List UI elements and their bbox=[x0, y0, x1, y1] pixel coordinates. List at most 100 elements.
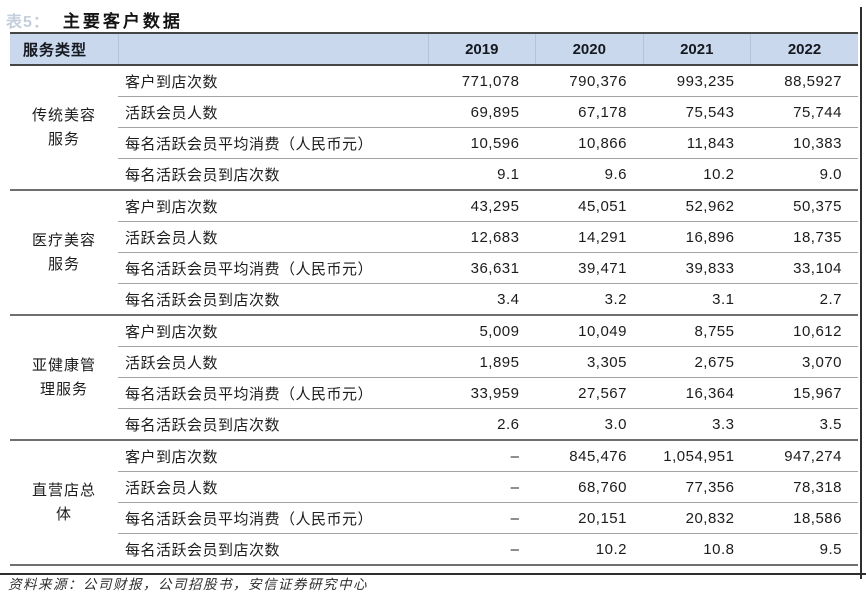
value-cell: 2.6 bbox=[428, 408, 536, 440]
value-cell: 67,178 bbox=[535, 96, 643, 128]
service-type-cell: 传统美容 服务 bbox=[31, 107, 96, 148]
table-number-label: 表5： bbox=[6, 14, 50, 31]
service-type-cell: 直营店总 体 bbox=[10, 439, 118, 565]
source-note: 资料来源：公司财报，公司招股书，安信证券研究中心 bbox=[8, 577, 368, 592]
value-cell: 9.5 bbox=[750, 533, 858, 565]
value-cell: 993,235 bbox=[676, 72, 735, 90]
value-cell: 3,305 bbox=[535, 346, 643, 378]
value-cell: 3.0 bbox=[535, 408, 643, 440]
value-cell: 33,959 bbox=[428, 377, 536, 409]
value-cell: 68,760 bbox=[535, 471, 643, 503]
value-cell: 50,375 bbox=[750, 189, 858, 222]
table-row: 活跃会员人数 12,683 14,291 16,896 18,735 bbox=[10, 221, 858, 253]
value-cell: 45,051 bbox=[535, 189, 643, 222]
value-cell: 10,049 bbox=[535, 314, 643, 347]
metric-label: 活跃会员人数 bbox=[118, 96, 428, 128]
metric-label: 每名活跃会员到店次数 bbox=[118, 408, 428, 440]
table-row: 活跃会员人数 – 68,760 77,356 78,318 bbox=[10, 471, 858, 503]
value-cell: 18,586 bbox=[750, 502, 858, 534]
table-row: 医疗美容 服务 客户到店次数 43,295 45,051 52,962 50,3… bbox=[10, 189, 858, 315]
column-header-2020: 2020 bbox=[535, 32, 643, 66]
metric-label: 客户到店次数 bbox=[118, 189, 428, 222]
metric-label: 活跃会员人数 bbox=[118, 471, 428, 503]
metric-label: 活跃会员人数 bbox=[118, 346, 428, 378]
customer-data-table: 服务类型 2019 2020 2021 2022 传统美容 服务 客户到店次数 … bbox=[10, 32, 858, 566]
metric-label: 每名活跃会员到店次数 bbox=[118, 533, 428, 565]
metric-label: 每名活跃会员到店次数 bbox=[118, 158, 428, 190]
value-cell: 43,295 bbox=[428, 189, 536, 222]
value-cell: 3.3 bbox=[643, 408, 751, 440]
table-row: 每名活跃会员到店次数 3.4 3.2 3.1 2.7 bbox=[10, 283, 858, 315]
table-row: 每名活跃会员到店次数 9.1 9.6 10.2 9.0 bbox=[10, 158, 858, 190]
value-cell: 77,356 bbox=[643, 471, 751, 503]
table-row: 直营店总 体 客户到店次数 – 845,476 1,054,951 947,27… bbox=[10, 439, 858, 565]
value-cell: 18,735 bbox=[750, 221, 858, 253]
metric-label: 客户到店次数 bbox=[118, 439, 428, 472]
page-bottom-border bbox=[0, 573, 866, 575]
value-cell: 5,009 bbox=[428, 314, 536, 347]
value-cell: 20,151 bbox=[535, 502, 643, 534]
value-cell: 36,631 bbox=[428, 252, 536, 284]
value-cell: – bbox=[428, 533, 536, 565]
value-cell: 52,962 bbox=[643, 189, 751, 222]
value-cell: 3.4 bbox=[428, 283, 536, 315]
value-cell: 16,364 bbox=[643, 377, 751, 409]
value-cell: 2.7 bbox=[750, 283, 858, 315]
table-row: 亚健康管 理服务 客户到店次数 5,009 10,049 8,755 10,61… bbox=[10, 314, 858, 440]
value-cell: 10,866 bbox=[535, 127, 643, 159]
value-cell: 10.8 bbox=[643, 533, 751, 565]
value-cell: 845,476 bbox=[535, 439, 643, 472]
column-header-service-type: 服务类型 bbox=[10, 32, 118, 66]
value-cell: 3.1 bbox=[643, 283, 751, 315]
value-cell: 33,104 bbox=[750, 252, 858, 284]
value-cell: 12,683 bbox=[428, 221, 536, 253]
table-row: 每名活跃会员平均消费（人民币元） 33,959 27,567 16,364 15… bbox=[10, 377, 858, 409]
metric-label: 每名活跃会员平均消费（人民币元） bbox=[118, 502, 428, 534]
title-row: 表5： 主要客户数据 bbox=[6, 7, 866, 31]
value-cell: 2,675 bbox=[643, 346, 751, 378]
value-cell: 3.2 bbox=[535, 283, 643, 315]
value-cell: 75,543 bbox=[643, 96, 751, 128]
value-cell: 10,596 bbox=[428, 127, 536, 159]
table-row: 活跃会员人数 1,895 3,305 2,675 3,070 bbox=[10, 346, 858, 378]
value-cell: 20,832 bbox=[643, 502, 751, 534]
column-header-2019: 2019 bbox=[427, 32, 536, 66]
service-type-cell: 亚健康管 理服务 bbox=[10, 314, 118, 440]
metric-label: 每名活跃会员到店次数 bbox=[118, 283, 428, 315]
value-cell: 10.2 bbox=[535, 533, 643, 565]
column-header-metric bbox=[117, 32, 428, 66]
value-cell: 9.0 bbox=[750, 158, 858, 190]
value-cell: 15,967 bbox=[750, 377, 858, 409]
value-cell: – bbox=[428, 471, 536, 503]
metric-label: 客户到店次数 bbox=[125, 73, 219, 91]
value-cell: 69,895 bbox=[428, 96, 536, 128]
value-cell: 1,895 bbox=[428, 346, 536, 378]
value-cell: 3.5 bbox=[750, 408, 858, 440]
metric-label: 活跃会员人数 bbox=[118, 221, 428, 253]
table-row: 每名活跃会员平均消费（人民币元） – 20,151 20,832 18,586 bbox=[10, 502, 858, 534]
table-row: 每名活跃会员到店次数 2.6 3.0 3.3 3.5 bbox=[10, 408, 858, 440]
table-row: 每名活跃会员平均消费（人民币元） 36,631 39,471 39,833 33… bbox=[10, 252, 858, 284]
table-row: 每名活跃会员到店次数 – 10.2 10.8 9.5 bbox=[10, 533, 858, 565]
table-row: 每名活跃会员平均消费（人民币元） 10,596 10,866 11,843 10… bbox=[10, 127, 858, 159]
column-header-2022: 2022 bbox=[750, 32, 858, 66]
table-header-row: 服务类型 2019 2020 2021 2022 bbox=[10, 32, 858, 66]
value-cell: 14,291 bbox=[535, 221, 643, 253]
value-cell: 9.1 bbox=[428, 158, 536, 190]
value-cell: 771,078 bbox=[461, 72, 520, 90]
value-cell: 947,274 bbox=[750, 439, 858, 472]
metric-label: 客户到店次数 bbox=[118, 314, 428, 347]
service-type-cell: 医疗美容 服务 bbox=[10, 189, 118, 315]
value-cell: 3,070 bbox=[750, 346, 858, 378]
value-cell: 16,896 bbox=[643, 221, 751, 253]
value-cell: – bbox=[428, 439, 536, 472]
value-cell: 9.6 bbox=[535, 158, 643, 190]
value-cell: 8,755 bbox=[643, 314, 751, 347]
page-right-border bbox=[860, 7, 862, 579]
value-cell: 27,567 bbox=[535, 377, 643, 409]
table-row: 活跃会员人数 69,895 67,178 75,543 75,744 bbox=[10, 96, 858, 128]
value-cell: 39,833 bbox=[643, 252, 751, 284]
column-header-2021: 2021 bbox=[642, 32, 751, 66]
value-cell: 1,054,951 bbox=[643, 439, 751, 472]
value-cell: 10.2 bbox=[643, 158, 751, 190]
